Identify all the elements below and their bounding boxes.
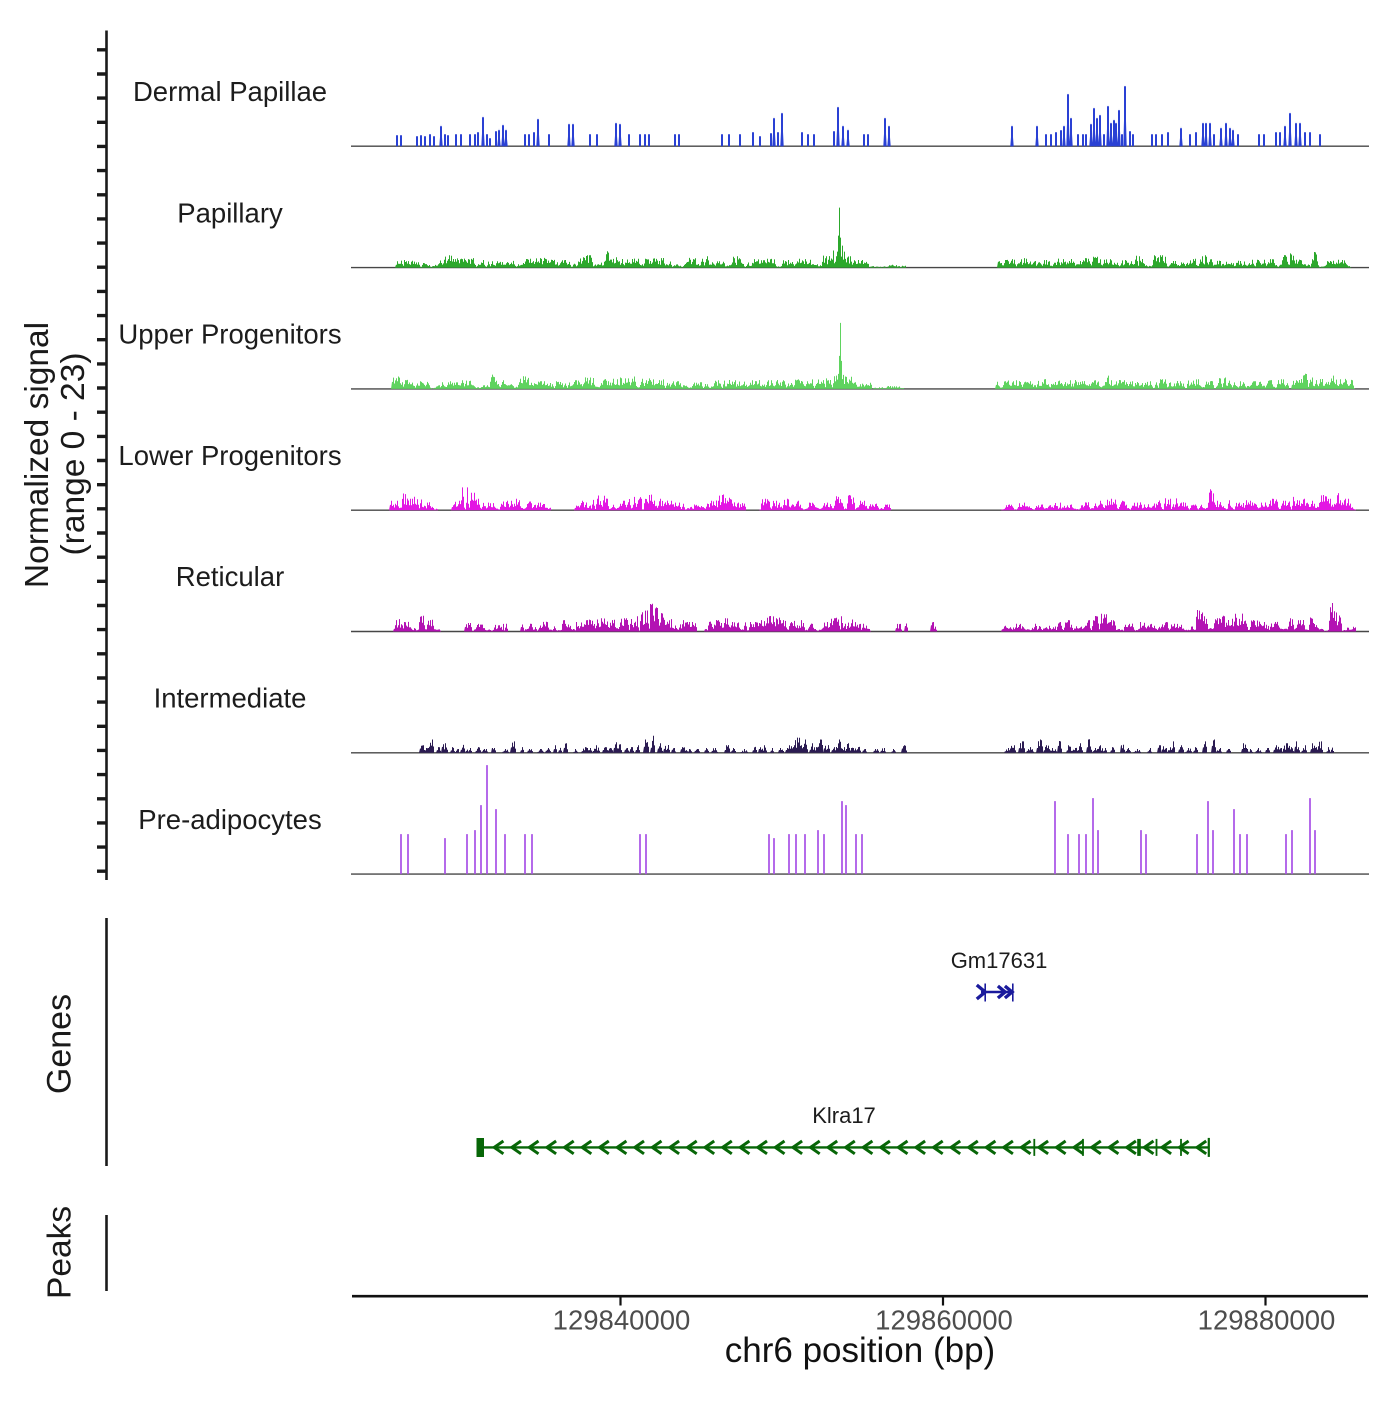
- svg-text:129840000: 129840000: [553, 1305, 691, 1336]
- svg-text:Upper Progenitors: Upper Progenitors: [118, 319, 341, 350]
- svg-text:Klra17: Klra17: [812, 1103, 876, 1128]
- svg-text:Papillary: Papillary: [177, 197, 283, 228]
- svg-text:Peaks: Peaks: [42, 1206, 79, 1299]
- svg-text:Gm17631: Gm17631: [951, 948, 1048, 973]
- svg-text:129860000: 129860000: [875, 1305, 1013, 1336]
- svg-text:Normalized signal: Normalized signal: [19, 322, 56, 588]
- svg-text:Lower Progenitors: Lower Progenitors: [118, 440, 341, 471]
- svg-text:Genes: Genes: [41, 994, 79, 1094]
- svg-text:Reticular: Reticular: [176, 561, 285, 592]
- svg-text:chr6 position (bp): chr6 position (bp): [725, 1331, 995, 1370]
- svg-text:129880000: 129880000: [1198, 1305, 1336, 1336]
- svg-text:Pre-adipocytes: Pre-adipocytes: [138, 804, 321, 835]
- svg-text:(range 0 - 23): (range 0 - 23): [55, 353, 92, 556]
- svg-text:Intermediate: Intermediate: [154, 683, 307, 714]
- svg-text:Dermal Papillae: Dermal Papillae: [133, 76, 327, 107]
